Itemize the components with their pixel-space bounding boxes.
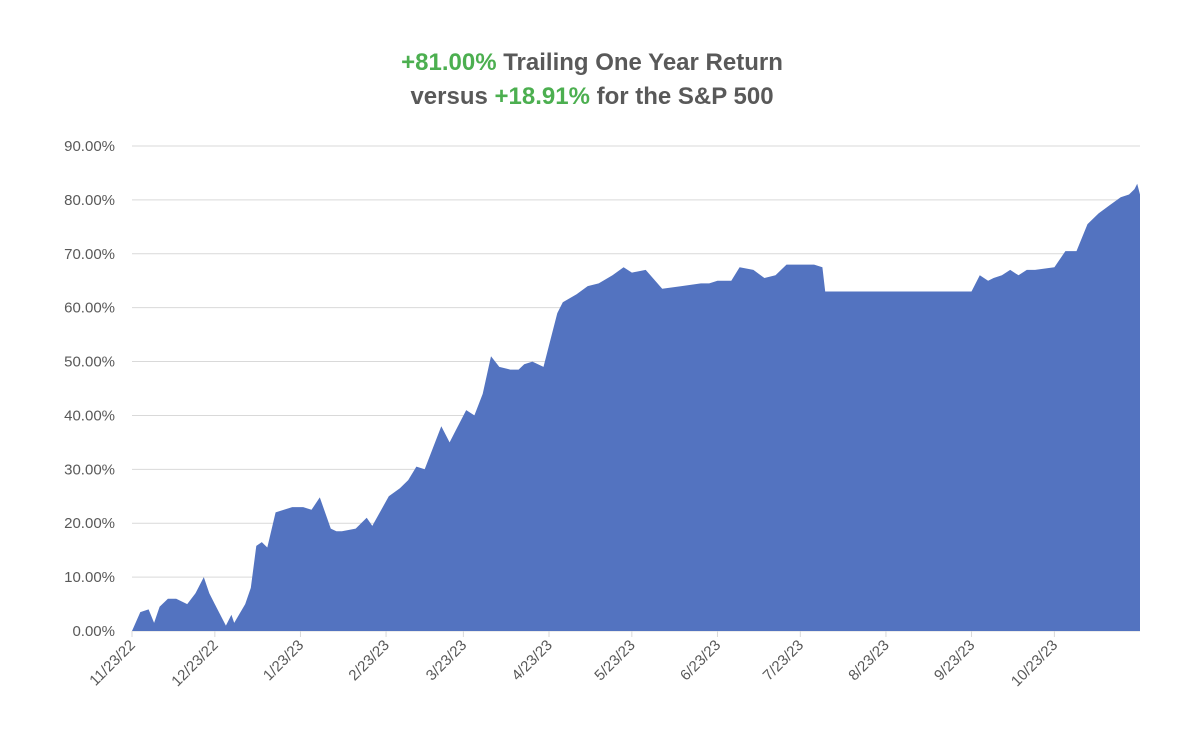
y-tick-label: 0.00% [72, 623, 115, 640]
y-tick-label: 60.00% [64, 300, 115, 317]
x-tick-label: 11/23/22 [86, 637, 139, 690]
title-line-1: +81.00% Trailing One Year Return [0, 46, 1184, 80]
chart-title: +81.00% Trailing One Year Return versus … [0, 46, 1184, 114]
y-tick-label: 10.00% [64, 569, 115, 586]
x-tick-label: 10/23/23 [1008, 637, 1061, 690]
title-line-2-suffix: for the S&P 500 [589, 83, 774, 110]
series-area [132, 183, 1140, 631]
x-tick-label: 7/23/23 [760, 637, 807, 684]
title-line-2-prefix: versus [410, 83, 495, 110]
y-tick-label: 30.00% [64, 461, 115, 478]
title-line-1-text: Trailing One Year Return [496, 49, 783, 76]
x-tick-label: 5/23/23 [591, 637, 638, 684]
x-tick-label: 4/23/23 [508, 637, 555, 684]
y-tick-label: 90.00% [64, 138, 115, 155]
y-tick-label: 70.00% [64, 246, 115, 263]
x-tick-label: 12/23/22 [168, 637, 221, 690]
y-tick-label: 20.00% [64, 515, 115, 532]
y-tick-label: 80.00% [64, 192, 115, 209]
x-tick-label: 3/23/23 [423, 637, 470, 684]
x-tick-label: 9/23/23 [931, 637, 978, 684]
sp500-return-value: +18.91% [494, 83, 590, 110]
x-tick-label: 2/23/23 [345, 637, 392, 684]
x-tick-label: 6/23/23 [677, 637, 724, 684]
fund-return-value: +81.00% [401, 49, 497, 76]
x-axis-ticks: 11/23/22 12/23/22 1/23/23 2/23/23 3/23/23 4/2… [86, 631, 1061, 690]
y-tick-label: 50.00% [64, 354, 115, 371]
y-tick-label: 40.00% [64, 407, 115, 424]
x-tick-label: 1/23/23 [260, 637, 307, 684]
x-tick-label: 8/23/23 [845, 637, 892, 684]
y-axis-ticks: 0.00% 10.00% 20.00% 30.00% 40.00% 50.00% 60.00… [64, 138, 115, 640]
fund-return-area [132, 183, 1140, 631]
title-line-2: versus +18.91% for the S&P 500 [0, 80, 1184, 114]
